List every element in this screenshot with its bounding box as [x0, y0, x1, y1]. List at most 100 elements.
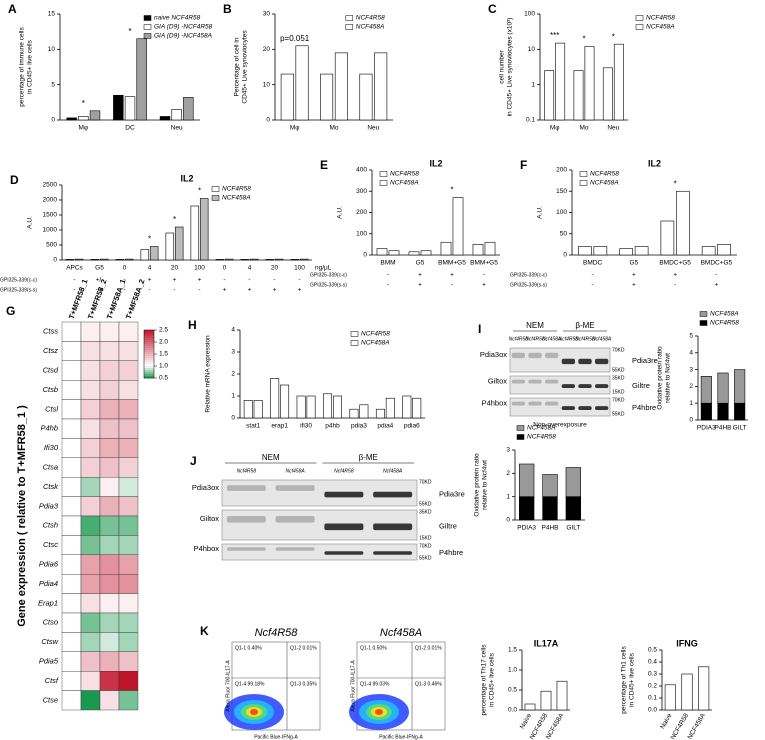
heat-cell [61, 632, 82, 653]
row-mark: + [148, 277, 152, 284]
heat-cell [61, 380, 82, 400]
x-tick-label: 4 [248, 265, 252, 272]
plot-title: Ncf458A [380, 627, 422, 639]
group-label: β-ME [575, 321, 594, 330]
ox-label: Pdia3ox [480, 350, 507, 359]
x-tick-label: pdia6 [404, 423, 420, 430]
row-mark: + [450, 272, 454, 279]
y-tick-label: 0 [51, 117, 55, 124]
lane-label: Ncf4R58 [525, 336, 545, 342]
bar [115, 259, 125, 261]
bar [542, 496, 558, 521]
blot-band [511, 401, 525, 406]
column-label: T+MF58A_2 [124, 278, 147, 320]
bar [412, 397, 422, 419]
blot-band [595, 406, 609, 411]
panel-label: E [320, 158, 328, 172]
x-tick-label: BMDC+G5 [659, 260, 691, 267]
x-tick-label: P4HB [542, 525, 559, 532]
row-mark: + [714, 282, 718, 289]
x-tick-label: Neu [171, 125, 183, 132]
legend-swatch [211, 195, 220, 201]
row-mark: - [148, 287, 150, 294]
re-label: Pdia3re [632, 356, 658, 365]
bar [296, 395, 306, 419]
heat-cell [80, 671, 101, 691]
heat-cell [61, 651, 82, 672]
bar [183, 97, 194, 121]
y-tick-label: 300 [356, 188, 367, 195]
group-label: NEM [526, 321, 544, 330]
row-mark: + [418, 272, 422, 279]
x-tick-label: Naive [519, 712, 534, 730]
legend-swatch [516, 425, 525, 431]
bar [542, 474, 558, 497]
blot-band [226, 485, 266, 491]
y-axis-label: in CD45+ Live synoviocytes (x10³) [507, 18, 514, 117]
colorbar-step [144, 372, 154, 375]
y-tick-label: 1.0 [508, 667, 517, 674]
row-label: GPI325-339(s-s) [310, 282, 347, 288]
heat-cell [80, 651, 101, 672]
colorbar-step [144, 342, 154, 345]
y-tick-label: 3 [506, 447, 510, 454]
bar [717, 402, 729, 421]
bar [388, 250, 400, 256]
bar [664, 684, 676, 711]
bar [140, 249, 150, 261]
colorbar-step [144, 350, 154, 353]
y-axis-label: in CD45+ live cells [489, 652, 496, 706]
y-tick-label: 100 [524, 11, 535, 18]
row-mark: - [198, 287, 200, 294]
heat-cell [99, 574, 120, 594]
bar [385, 397, 395, 419]
lane-label: Ncf4R58 [509, 336, 529, 342]
row-mark: - [451, 282, 453, 289]
heat-cell [80, 341, 101, 361]
heat-cell [99, 671, 120, 691]
x-tick-label: BMM+G5 [470, 260, 498, 267]
y-tick-label: 4 [231, 327, 235, 334]
blot-band [275, 547, 315, 551]
lane-label: Ncf458A [592, 336, 612, 342]
bar [717, 372, 729, 404]
marker-label: 15KD [612, 389, 625, 395]
row-mark: - [387, 282, 389, 289]
colorbar-step [144, 376, 154, 379]
blot-band [578, 384, 592, 389]
row-mark: - [73, 287, 75, 294]
bar [375, 408, 385, 419]
blot-band [545, 352, 559, 359]
row-mark: -/+ [96, 287, 104, 294]
blot-band [511, 352, 525, 359]
heat-cell [118, 457, 139, 478]
bar [681, 673, 693, 711]
x-tick-label: APCs [66, 265, 83, 272]
bar [65, 259, 75, 261]
row-mark: + [418, 282, 422, 289]
bar [190, 205, 200, 261]
y-tick-label: 150 [556, 188, 567, 195]
x-tick-label: 20 [171, 265, 179, 272]
bar [113, 94, 124, 121]
re-label: Pdia3re [439, 489, 465, 498]
row-mark: - [223, 277, 225, 284]
re-label: Giltre [632, 381, 650, 390]
lane-label: Ncf4R58 [334, 468, 354, 474]
x-tick-label: stat1 [246, 423, 260, 430]
x-tick-label: GILT [733, 425, 747, 432]
heat-cell [99, 360, 120, 381]
x-tick-label: Mφ [550, 125, 560, 132]
row-label: Erap1 [38, 598, 58, 607]
y-tick-label: 15 [48, 11, 56, 18]
y-tick-label: 1.5 [508, 647, 517, 654]
blot-band [226, 516, 266, 523]
heat-cell [99, 690, 120, 711]
heat-cell [61, 515, 82, 536]
x-tick-label: GILT [566, 525, 580, 532]
bar [249, 258, 259, 261]
row-mark: + [632, 272, 636, 279]
y-axis-label: Oxidative protein ratio [657, 346, 664, 410]
heat-cell [61, 496, 82, 517]
bar [78, 116, 89, 121]
